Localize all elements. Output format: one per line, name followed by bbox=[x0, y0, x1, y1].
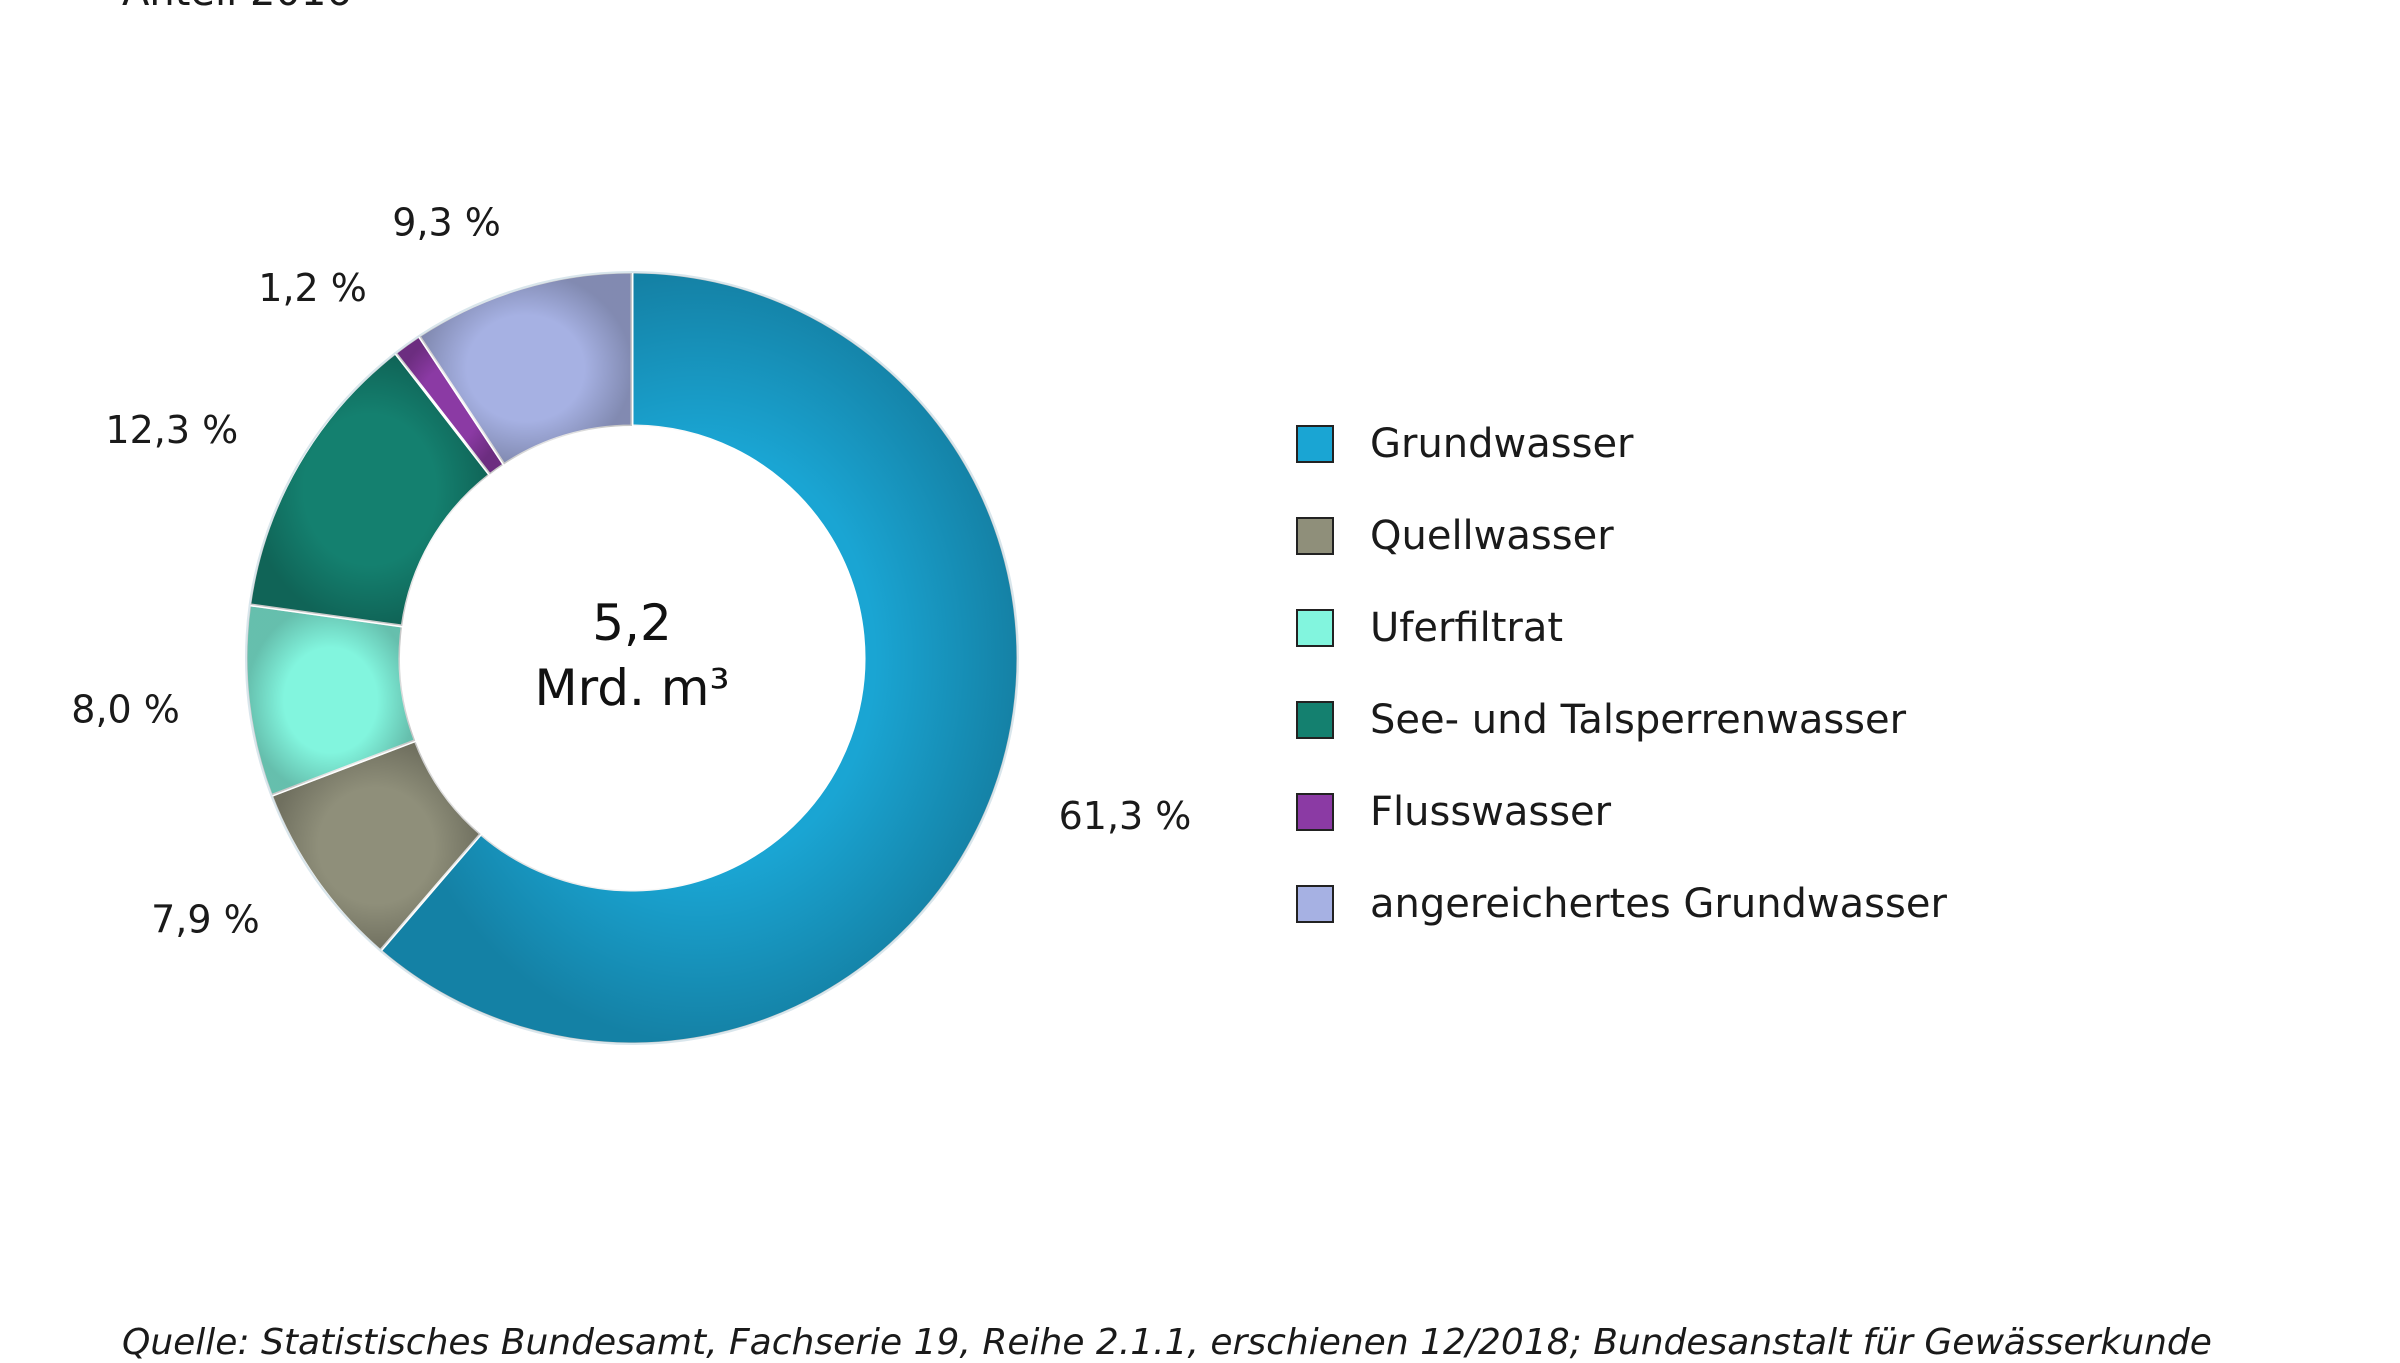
legend-swatch bbox=[1296, 517, 1334, 555]
slice-value-label-uferfiltrat: 8,0 % bbox=[71, 687, 180, 731]
legend-label: See- und Talsperrenwasser bbox=[1370, 697, 1907, 743]
legend-swatch bbox=[1296, 609, 1334, 647]
center-total-unit: Mrd. m³ bbox=[534, 659, 729, 717]
legend-item-quellwasser: Quellwasser bbox=[1296, 490, 1947, 582]
donut-slice-shade bbox=[245, 604, 416, 796]
legend-label: Quellwasser bbox=[1370, 513, 1614, 559]
center-total-value: 5,2 bbox=[592, 594, 672, 652]
slice-value-label-flusswasser: 1,2 % bbox=[258, 266, 367, 310]
legend-label: Grundwasser bbox=[1370, 421, 1634, 467]
chart-source-note: Quelle: Statistisches Bundesamt, Fachser… bbox=[122, 1322, 2212, 1363]
donut-slice-shade bbox=[249, 353, 490, 627]
slice-value-label-quellwasser: 7,9 % bbox=[151, 898, 260, 942]
slice-value-label-see-und-talsperrenwasser: 12,3 % bbox=[105, 408, 238, 452]
donut-slice-shade bbox=[395, 336, 505, 475]
donut-slice-shade bbox=[419, 272, 632, 465]
chart-legend: Grundwasser Quellwasser Uferfiltrat See-… bbox=[1296, 398, 1947, 950]
legend-item-flusswasser: Flusswasser bbox=[1296, 766, 1947, 858]
legend-label: Flusswasser bbox=[1370, 789, 1612, 835]
legend-item-angereichertes-grundwasser: angereichertes Grundwasser bbox=[1296, 858, 1947, 950]
donut-slice-labels: 61,3 % 7,9 % 8,0 % 12,3 % 1,2 % 9,3 % bbox=[71, 200, 1191, 941]
donut-center-label: 5,2 Mrd. m³ bbox=[534, 594, 729, 717]
legend-label: Uferfiltrat bbox=[1370, 605, 1564, 651]
legend-swatch bbox=[1296, 425, 1334, 463]
donut-slices bbox=[244, 270, 1020, 1046]
legend-item-grundwasser: Grundwasser bbox=[1296, 398, 1947, 490]
chart-subtitle: Anteil 2016 bbox=[122, 0, 352, 16]
legend-swatch bbox=[1296, 793, 1334, 831]
donut-slice-shade bbox=[271, 740, 481, 951]
legend-swatch bbox=[1296, 885, 1334, 923]
legend-swatch bbox=[1296, 701, 1334, 739]
legend-label: angereichertes Grundwasser bbox=[1370, 881, 1947, 927]
donut-outer-rim bbox=[245, 271, 1019, 1045]
slice-value-label-angereichertes-grundwasser: 9,3 % bbox=[392, 200, 501, 244]
donut-slice-shade bbox=[380, 272, 1018, 1044]
legend-item-see-talsperrenwasser: See- und Talsperrenwasser bbox=[1296, 674, 1947, 766]
legend-item-uferfiltrat: Uferfiltrat bbox=[1296, 582, 1947, 674]
slice-value-label-grundwasser: 61,3 % bbox=[1059, 794, 1192, 838]
